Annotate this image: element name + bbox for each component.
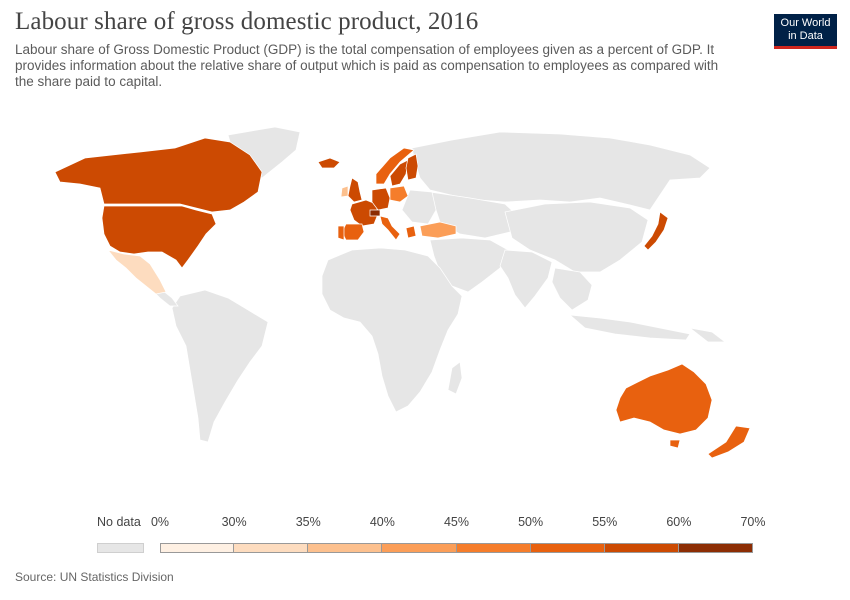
country-switzerland[interactable]	[369, 209, 381, 217]
country-japan[interactable]	[643, 211, 669, 251]
country-portugal[interactable]	[337, 225, 345, 241]
country-mexico[interactable]	[107, 249, 167, 295]
legend-bin-swatch[interactable]	[308, 543, 383, 553]
country-sweden[interactable]	[389, 159, 409, 187]
legend-bin-swatch[interactable]	[456, 543, 531, 553]
legend-tick-label: 30%	[221, 515, 247, 529]
country-norway[interactable]	[375, 147, 415, 185]
country-italy[interactable]	[379, 215, 401, 241]
country-iceland[interactable]	[317, 157, 341, 169]
country-germany[interactable]	[371, 187, 391, 211]
country-eastern-europe[interactable]	[401, 189, 437, 225]
legend-tick-label: 60%	[666, 515, 692, 529]
country-india[interactable]	[499, 249, 553, 309]
owid-logo[interactable]: Our World in Data	[774, 14, 837, 49]
country-new-zealand[interactable]	[707, 425, 751, 459]
legend-tick-label: 45%	[443, 515, 470, 529]
source-note: Source: UN Statistics Division	[15, 570, 174, 584]
chart-subtitle: Labour share of Gross Domestic Product (…	[15, 42, 719, 89]
country-ireland[interactable]	[340, 185, 349, 198]
legend-bin-swatch[interactable]	[234, 543, 309, 553]
country-china[interactable]	[504, 201, 649, 273]
country-poland[interactable]	[389, 185, 409, 203]
chart-title: Labour share of gross domestic product, …	[15, 8, 479, 35]
legend-tick-label: 40%	[369, 515, 395, 529]
country-africa[interactable]	[321, 247, 463, 413]
country-madagascar[interactable]	[447, 361, 463, 395]
legend-tick-label: 50%	[518, 515, 544, 529]
country-south-america[interactable]	[171, 289, 269, 443]
country-spain[interactable]	[341, 223, 365, 241]
logo-line-2: in Data	[788, 30, 823, 42]
country-greece[interactable]	[405, 225, 417, 239]
country-russia[interactable]	[411, 131, 711, 211]
legend-no-data-label: No data	[97, 515, 141, 529]
legend-tick-label: 35%	[295, 515, 321, 529]
legend-bin-swatch[interactable]	[382, 543, 457, 553]
country-france[interactable]	[349, 199, 379, 227]
country-tasmania[interactable]	[669, 439, 681, 449]
legend-no-data-swatch	[97, 543, 144, 553]
country-canada[interactable]	[54, 137, 263, 213]
country-finland[interactable]	[405, 153, 419, 181]
country-papua[interactable]	[689, 327, 727, 343]
logo-line-1: Our World	[780, 17, 831, 29]
country-indonesia[interactable]	[568, 314, 691, 341]
color-legend: No data 0% 30% 35% 40% 45% 50% 55% 60% 70%	[0, 508, 850, 558]
legend-bin-swatch[interactable]	[678, 543, 753, 553]
country-australia[interactable]	[615, 363, 713, 435]
legend-tick-label: 55%	[592, 515, 618, 529]
country-united-states[interactable]	[101, 205, 217, 269]
legend-bin-swatch[interactable]	[160, 543, 235, 553]
country-united-kingdom[interactable]	[347, 177, 363, 203]
legend-tick-label: 70%	[740, 515, 766, 529]
country-turkey[interactable]	[419, 221, 457, 239]
world-map	[54, 126, 751, 459]
legend-bin-swatch[interactable]	[530, 543, 605, 553]
legend-bin-swatch[interactable]	[604, 543, 679, 553]
legend-tick-label: 0%	[150, 515, 170, 529]
country-southeast-asia[interactable]	[551, 267, 593, 311]
